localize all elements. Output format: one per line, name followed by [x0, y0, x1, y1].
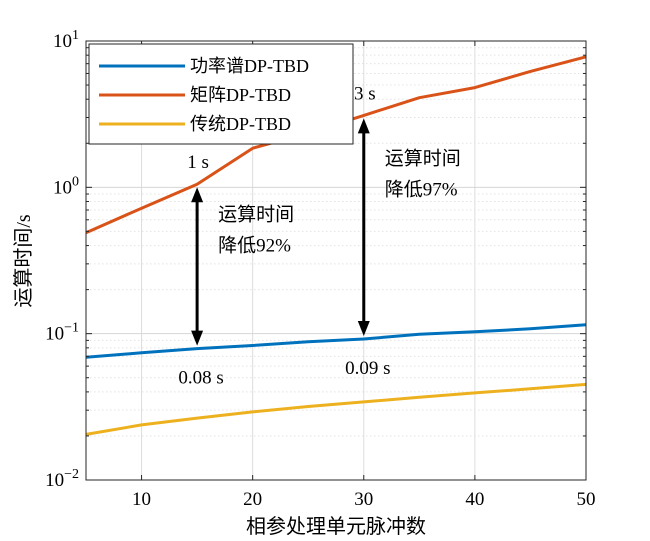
- plot-frame: [85, 40, 587, 481]
- y-tick-label: 100: [53, 174, 79, 198]
- series-line-2: [85, 382, 587, 436]
- legend-label-1: 矩阵DP-TBD: [190, 85, 291, 105]
- annotation-bottom-label: 0.08 s: [178, 368, 223, 389]
- x-tick-label: 20: [243, 489, 262, 510]
- annotation-arrow-head-top: [191, 187, 204, 203]
- x-axis-label: 相参处理单元脉冲数: [246, 515, 426, 538]
- x-tick-label: 40: [465, 489, 484, 510]
- x-tick-label: 30: [354, 489, 373, 510]
- annotation-arrow-head-bottom: [357, 320, 370, 336]
- annotation-top-label: 1 s: [187, 152, 209, 173]
- axis-ticks: 10 20 30 40 50 10−2 10−1 100 101: [45, 28, 595, 510]
- series-line-0: [85, 323, 587, 359]
- legend-label-2: 传统DP-TBD: [190, 114, 291, 134]
- y-tick-label: 10−2: [45, 467, 79, 491]
- annotation-text-line: 降低97%: [385, 179, 458, 201]
- annotation-text-line: 运算时间: [385, 148, 461, 170]
- annotation-text-line: 降低92%: [218, 234, 291, 256]
- y-tick-label: 101: [53, 28, 79, 52]
- annotation-arrow-head-bottom: [191, 330, 204, 346]
- x-tick-label: 10: [132, 489, 151, 510]
- y-axis-label: 运算时间/s: [12, 214, 35, 308]
- annotation-bottom-label: 0.09 s: [345, 358, 390, 379]
- y-tick-label: 10−1: [45, 321, 79, 345]
- legend-label-0: 功率谱DP-TBD: [190, 56, 309, 76]
- annotation-text-line: 运算时间: [218, 203, 294, 225]
- annotation-top-label: 3 s: [354, 83, 376, 104]
- x-tick-label: 50: [577, 489, 596, 510]
- annotation-arrow-head-top: [357, 118, 370, 134]
- legend: 功率谱DP-TBD 矩阵DP-TBD 传统DP-TBD: [88, 43, 354, 145]
